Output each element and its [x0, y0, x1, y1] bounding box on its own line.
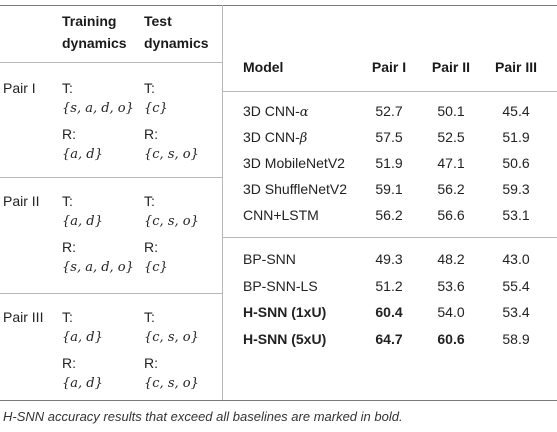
value-cell: 49.3 [375, 251, 403, 267]
test-t-set: {c, s, o} [144, 214, 199, 229]
right-header-rule [223, 91, 557, 92]
test-t-set: {c, s, o} [144, 330, 199, 345]
train-t-set: {a, d} [62, 214, 103, 229]
train-r-label: R: [62, 355, 76, 371]
model-name: H-SNN (5xU) [243, 331, 327, 347]
pair-label: Pair II [3, 193, 40, 209]
top-rule [0, 5, 557, 6]
value-cell: 56.6 [437, 207, 465, 223]
table-caption: H-SNN accuracy results that exceed all b… [3, 409, 403, 424]
value-cell: 60.4 [375, 304, 403, 320]
train-r-set: {a, d} [62, 376, 103, 391]
right-group-rule [223, 237, 557, 238]
pair-label: Pair I [3, 80, 36, 96]
bottom-rule [0, 400, 557, 401]
col-test-line2: dynamics [144, 35, 209, 51]
test-r-set: {c, s, o} [144, 376, 199, 391]
beta-symbol: β [299, 131, 308, 146]
train-t-set: {a, d} [62, 330, 103, 345]
value-cell: 53.1 [502, 207, 530, 223]
value-cell: 55.4 [502, 278, 530, 294]
vertical-divider [222, 5, 223, 400]
value-cell: 56.2 [437, 181, 465, 197]
train-t-label: T: [62, 193, 73, 209]
model-name: 3D CNN-β [243, 129, 308, 146]
value-cell: 57.5 [375, 129, 403, 145]
pair-label: Pair III [3, 309, 44, 325]
train-t-label: T: [62, 309, 73, 325]
left-row-rule [0, 293, 222, 294]
model-name: CNN+LSTM [243, 207, 319, 223]
value-cell: 50.6 [502, 155, 530, 171]
col-training-line2: dynamics [62, 35, 127, 51]
test-t-set: {c} [144, 101, 168, 116]
value-cell: 47.1 [437, 155, 465, 171]
value-cell: 48.2 [437, 251, 465, 267]
value-cell: 45.4 [502, 103, 530, 119]
value-cell: 60.6 [437, 331, 465, 347]
test-t-label: T: [144, 193, 155, 209]
test-t-label: T: [144, 80, 155, 96]
value-cell: 52.7 [375, 103, 403, 119]
test-r-set: {c} [144, 260, 168, 275]
col-pair1-header: Pair I [371, 59, 407, 75]
value-cell: 51.9 [502, 129, 530, 145]
col-model-header: Model [243, 59, 284, 75]
value-cell: 64.7 [375, 331, 403, 347]
test-r-label: R: [144, 355, 158, 371]
value-cell: 59.1 [375, 181, 403, 197]
train-t-set: {s, a, d, o} [62, 101, 134, 116]
value-cell: 58.9 [502, 331, 530, 347]
left-row-rule [0, 177, 222, 178]
value-cell: 52.5 [437, 129, 465, 145]
train-r-label: R: [62, 239, 76, 255]
value-cell: 59.3 [502, 181, 530, 197]
left-header-rule [0, 62, 222, 63]
value-cell: 50.1 [437, 103, 465, 119]
value-cell: 54.0 [437, 304, 465, 320]
col-pair3-header: Pair III [494, 59, 538, 75]
train-r-label: R: [62, 126, 76, 142]
test-t-label: T: [144, 309, 155, 325]
value-cell: 56.2 [375, 207, 403, 223]
col-pair2-header: Pair II [431, 59, 471, 75]
value-cell: 51.2 [375, 278, 403, 294]
test-r-label: R: [144, 239, 158, 255]
train-r-set: {s, a, d, o} [62, 260, 134, 275]
value-cell: 43.0 [502, 251, 530, 267]
value-cell: 53.6 [437, 278, 465, 294]
model-name: BP-SNN-LS [243, 278, 318, 294]
model-name: BP-SNN [243, 251, 296, 267]
alpha-symbol: α [299, 105, 309, 120]
model-name: 3D ShuffleNetV2 [243, 181, 348, 197]
train-r-set: {a, d} [62, 147, 103, 162]
col-test-line1: Test [144, 13, 172, 29]
train-t-label: T: [62, 80, 73, 96]
test-r-set: {c, s, o} [144, 147, 199, 162]
value-cell: 51.9 [375, 155, 403, 171]
test-r-label: R: [144, 126, 158, 142]
col-training-line1: Training [62, 13, 117, 29]
model-name: H-SNN (1xU) [243, 304, 327, 320]
model-name: 3D CNN-α [243, 103, 309, 120]
value-cell: 53.4 [502, 304, 530, 320]
model-name: 3D MobileNetV2 [243, 155, 345, 171]
